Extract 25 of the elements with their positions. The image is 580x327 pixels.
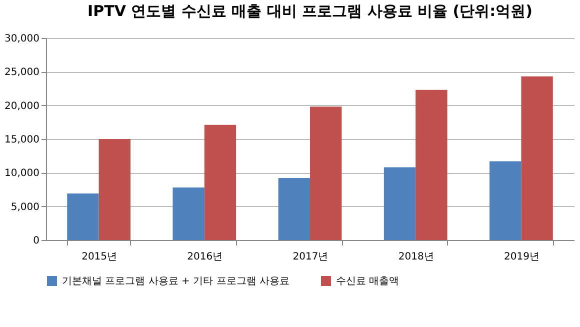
bar <box>416 90 448 240</box>
x-tick-label: 2018년 <box>398 252 434 262</box>
bar <box>278 178 310 240</box>
bar <box>521 76 553 240</box>
bar <box>98 139 130 240</box>
x-tick-label: 2016년 <box>187 252 223 262</box>
bar <box>384 167 416 240</box>
y-tick-label: 10,000 <box>4 168 40 180</box>
chart-title: IPTV 연도별 수신료 매출 대비 프로그램 사용료 비율 (단위:억원) <box>88 2 532 20</box>
y-tick-label: 20,000 <box>4 100 40 112</box>
y-tick-label: 15,000 <box>4 134 40 146</box>
y-tick-label: 0 <box>33 236 40 246</box>
legend-label: 기본채널 프로그램 사용료 + 기타 프로그램 사용료 <box>62 276 290 287</box>
x-tick-label: 2015년 <box>82 252 118 262</box>
x-tick-label: 2019년 <box>504 252 540 262</box>
bar <box>490 161 522 240</box>
y-tick-label: 30,000 <box>4 34 40 44</box>
bar <box>204 124 236 240</box>
bar <box>172 187 204 240</box>
y-tick-label: 25,000 <box>4 67 40 78</box>
legend-label: 수신료 매출액 <box>336 276 400 287</box>
y-tick-label: 5,000 <box>10 202 40 213</box>
bar <box>67 194 99 240</box>
x-tick-label: 2017년 <box>292 252 328 262</box>
bar <box>310 106 342 240</box>
